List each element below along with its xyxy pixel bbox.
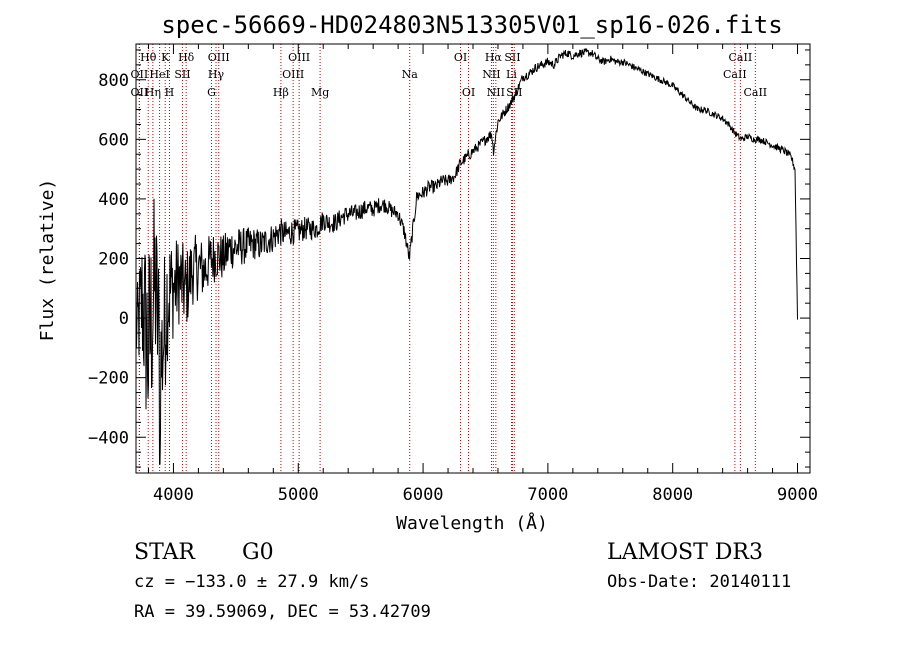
axis-ticks: 4000 5000 6000 7000 8000 9000 −400 −200 0 200 400 6… [88, 44, 818, 505]
line-label-15: Mg [311, 86, 329, 99]
line-label-11: G [207, 86, 216, 99]
y-tick-label-6: 800 [98, 71, 129, 91]
line-label-26: CaII [723, 68, 747, 81]
survey-name: LAMOST DR3 [607, 540, 763, 565]
line-label-19: Hα [485, 51, 503, 64]
line-label-9: OIII [208, 51, 230, 64]
line-label-6: H [165, 86, 175, 99]
line-label-10: Hγ [208, 68, 225, 81]
line-label-17: OI [454, 51, 467, 64]
line-label-20: NII [482, 68, 500, 81]
chart-title: spec-56669-HD024803N513305V01_sp16-026.f… [161, 11, 782, 39]
spectrum-line [135, 47, 798, 465]
line-label-16: Na [402, 68, 419, 81]
coordinates-text: RA = 39.59069, DEC = 53.42709 [134, 602, 431, 622]
y-tick-label-4: 400 [98, 190, 129, 210]
x-tick-label-9000: 9000 [777, 485, 818, 505]
line-label-21: NII [487, 86, 505, 99]
plot-frame [135, 43, 811, 474]
line-label-25: CaII [729, 51, 753, 64]
y-tick-label-2: 0 [119, 309, 129, 329]
line-label-0: Hθ [140, 51, 157, 64]
x-tick-label-7000: 7000 [527, 485, 568, 505]
y-tick-label-3: 200 [98, 250, 129, 270]
line-label-4: K [161, 51, 170, 64]
line-label-2: OII [131, 86, 149, 99]
line-label-22: SII [504, 51, 520, 64]
line-label-8: SII [174, 68, 190, 81]
line-label-23: Li [506, 68, 517, 81]
y-tick-label-5: 600 [98, 130, 129, 150]
line-label-18: OI [462, 86, 475, 99]
line-label-14: OIII [282, 68, 304, 81]
object-subclass: G0 [242, 540, 274, 565]
y-axis-label: Flux (relative) [37, 179, 58, 342]
line-label-27: CaII [743, 86, 767, 99]
x-tick-label-4000: 4000 [153, 485, 194, 505]
x-tick-label-8000: 8000 [652, 485, 693, 505]
y-tick-label-0: −400 [88, 428, 129, 448]
x-tick-label-5000: 5000 [278, 485, 319, 505]
spectrum-series [135, 47, 798, 465]
y-tick-label-1: −200 [88, 369, 129, 389]
x-axis-label: Wavelength (Å) [396, 512, 548, 534]
line-label-7: Hδ [178, 51, 195, 64]
line-label-13: OIII [288, 51, 310, 64]
line-label-3: Hη [145, 86, 161, 99]
line-label-5: HeI [149, 68, 169, 81]
obs-date-text: Obs-Date: 20140111 [607, 572, 792, 592]
line-label-12: Hβ [273, 86, 289, 99]
object-class: STAR [134, 540, 195, 565]
redshift-text: cz = −133.0 ± 27.9 km/s [134, 572, 370, 592]
x-tick-label-6000: 6000 [403, 485, 444, 505]
